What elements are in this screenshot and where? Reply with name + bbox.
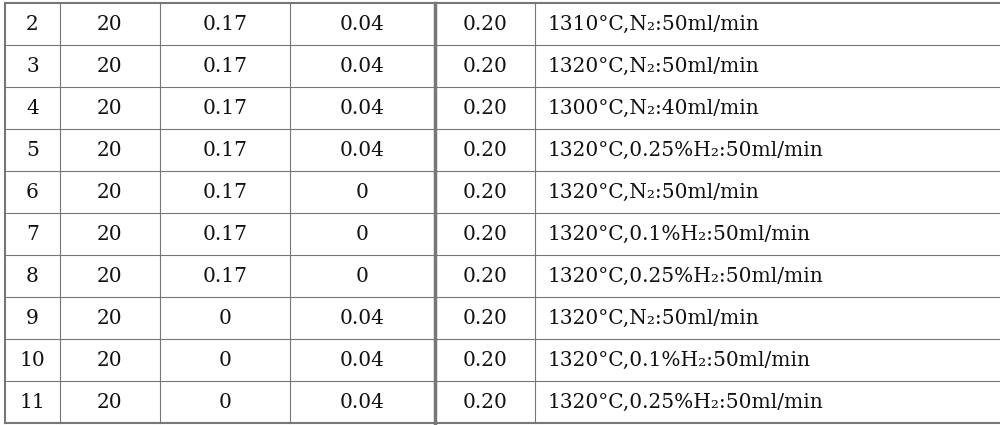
Text: 2: 2 — [26, 14, 39, 34]
Text: 0.20: 0.20 — [463, 99, 507, 117]
Text: 0.17: 0.17 — [202, 224, 248, 244]
Text: 20: 20 — [97, 99, 123, 117]
Text: 20: 20 — [97, 57, 123, 76]
Text: 0: 0 — [219, 309, 231, 328]
Text: 20: 20 — [97, 224, 123, 244]
Text: 0.20: 0.20 — [463, 266, 507, 286]
Text: 10: 10 — [20, 351, 45, 369]
Text: 0: 0 — [356, 182, 369, 201]
Text: 1320°C,N₂:50ml/min: 1320°C,N₂:50ml/min — [547, 57, 759, 76]
Text: 20: 20 — [97, 266, 123, 286]
Text: 0.20: 0.20 — [463, 351, 507, 369]
Text: 1320°C,0.25%H₂:50ml/min: 1320°C,0.25%H₂:50ml/min — [547, 393, 823, 411]
Text: 1320°C,N₂:50ml/min: 1320°C,N₂:50ml/min — [547, 182, 759, 201]
Text: 0.04: 0.04 — [340, 14, 385, 34]
Text: 11: 11 — [20, 393, 45, 411]
Text: 7: 7 — [26, 224, 39, 244]
Text: 0.04: 0.04 — [340, 351, 385, 369]
Text: 1320°C,N₂:50ml/min: 1320°C,N₂:50ml/min — [547, 309, 759, 328]
Text: 0.17: 0.17 — [202, 57, 248, 76]
Text: 0.04: 0.04 — [340, 57, 385, 76]
Text: 1300°C,N₂:40ml/min: 1300°C,N₂:40ml/min — [547, 99, 759, 117]
Text: 1320°C,0.25%H₂:50ml/min: 1320°C,0.25%H₂:50ml/min — [547, 141, 823, 159]
Text: 0.04: 0.04 — [340, 141, 385, 159]
Text: 0.04: 0.04 — [340, 309, 385, 328]
Text: 20: 20 — [97, 182, 123, 201]
Text: 0: 0 — [356, 224, 369, 244]
Text: 20: 20 — [97, 309, 123, 328]
Text: 1310°C,N₂:50ml/min: 1310°C,N₂:50ml/min — [547, 14, 759, 34]
Text: 0: 0 — [219, 351, 231, 369]
Text: 0.20: 0.20 — [463, 393, 507, 411]
Text: 0.17: 0.17 — [202, 141, 248, 159]
Text: 6: 6 — [26, 182, 39, 201]
Text: 0.20: 0.20 — [463, 14, 507, 34]
Text: 0.20: 0.20 — [463, 309, 507, 328]
Text: 1320°C,0.25%H₂:50ml/min: 1320°C,0.25%H₂:50ml/min — [547, 266, 823, 286]
Text: 0: 0 — [219, 393, 231, 411]
Text: 0.20: 0.20 — [463, 182, 507, 201]
Text: 0.20: 0.20 — [463, 224, 507, 244]
Text: 0.20: 0.20 — [463, 141, 507, 159]
Text: 0.17: 0.17 — [202, 266, 248, 286]
Text: 0.20: 0.20 — [463, 57, 507, 76]
Text: 20: 20 — [97, 141, 123, 159]
Text: 8: 8 — [26, 266, 39, 286]
Text: 0: 0 — [356, 266, 369, 286]
Text: 4: 4 — [26, 99, 39, 117]
Text: 20: 20 — [97, 351, 123, 369]
Text: 3: 3 — [26, 57, 39, 76]
Text: 0.17: 0.17 — [202, 14, 248, 34]
Text: 1320°C,0.1%H₂:50ml/min: 1320°C,0.1%H₂:50ml/min — [547, 224, 810, 244]
Text: 20: 20 — [97, 393, 123, 411]
Text: 0.04: 0.04 — [340, 99, 385, 117]
Text: 9: 9 — [26, 309, 39, 328]
Text: 0.17: 0.17 — [202, 99, 248, 117]
Text: 1320°C,0.1%H₂:50ml/min: 1320°C,0.1%H₂:50ml/min — [547, 351, 810, 369]
Text: 0.04: 0.04 — [340, 393, 385, 411]
Text: 0.17: 0.17 — [202, 182, 248, 201]
Text: 20: 20 — [97, 14, 123, 34]
Text: 5: 5 — [26, 141, 39, 159]
